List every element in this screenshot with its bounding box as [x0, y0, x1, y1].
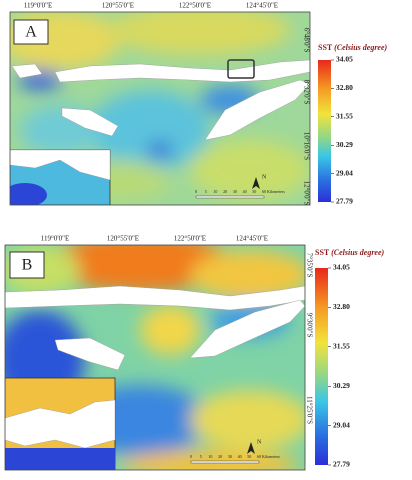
scale-label: 30 — [228, 454, 232, 459]
longitude-label: 124°45'0"E — [236, 235, 268, 243]
scale-label: 20 — [223, 189, 227, 194]
panel-label-box — [13, 19, 49, 45]
legend-title-main: SST — [315, 248, 330, 257]
north-label: N — [262, 174, 267, 180]
longitude-label: 122°50'0"E — [179, 2, 211, 10]
legend-title-unit: (Celsius degree) — [334, 43, 387, 52]
colorbar-label: 27.79 — [336, 197, 353, 206]
scale-label: 10 — [208, 454, 212, 459]
colorbar-label: 32.80 — [336, 83, 353, 92]
frame — [9, 11, 311, 206]
latitude-label: 9°30'0"S — [305, 313, 313, 338]
longitude-label: 120°55'0"E — [107, 235, 139, 243]
north-arrow — [252, 177, 260, 189]
scale-bar — [195, 195, 265, 199]
panel-label: A — [25, 24, 37, 41]
panel-label-box — [9, 251, 45, 279]
scale-label: 0 — [190, 454, 192, 459]
scale-label: 5 — [205, 189, 207, 194]
colorbar-label: 27.79 — [333, 460, 350, 469]
latitude-label: 10°16'0"S — [302, 132, 310, 160]
colorbar-label: 31.55 — [336, 111, 353, 120]
legend-title: SST (Celsius degree) — [318, 43, 388, 52]
map-b — [5, 245, 305, 470]
scale-unit: Kilometers — [267, 189, 285, 194]
latitude-label: 7°35'0"S — [305, 253, 313, 278]
colorbar — [315, 268, 328, 465]
scale-label: 20 — [218, 454, 222, 459]
scale-label: 0 — [195, 189, 197, 194]
latitude-label: 8°32'0"S — [302, 80, 310, 105]
scale-label: 40 — [238, 454, 242, 459]
scale-label: 40 — [243, 189, 247, 194]
legend-title-unit: (Celsius degree) — [331, 248, 384, 257]
north-arrow — [247, 442, 255, 454]
latitude-label: 11°25'0"S — [305, 396, 313, 424]
scale-label: 50 — [252, 189, 256, 194]
latitude-label: 12°0'0"S — [302, 181, 310, 206]
scale-label: 5 — [200, 454, 202, 459]
longitude-label: 122°50'0"E — [174, 235, 206, 243]
frame — [4, 244, 306, 471]
map-a — [10, 12, 310, 205]
colorbar-label: 34.05 — [336, 55, 353, 64]
colorbar-label: 31.55 — [333, 341, 350, 350]
legend-title-main: SST — [318, 43, 333, 52]
longitude-label: 119°0'0"E — [24, 2, 52, 10]
latitude-label: 6°48'0"S — [302, 28, 310, 53]
colorbar — [318, 60, 331, 202]
colorbar-label: 34.05 — [333, 263, 350, 272]
longitude-label: 119°0'0"E — [41, 235, 69, 243]
scale-unit: Kilometers — [262, 454, 280, 459]
scale-label: 50 — [247, 454, 251, 459]
scale-label: 60 — [257, 454, 261, 459]
longitude-label: 120°55'0"E — [102, 2, 134, 10]
panel-label: B — [22, 257, 33, 274]
colorbar-label: 30.29 — [333, 381, 350, 390]
longitude-label: 124°45'0"E — [246, 2, 278, 10]
scale-label: 10 — [213, 189, 217, 194]
colorbar-label: 30.29 — [336, 140, 353, 149]
colorbar-label: 32.80 — [333, 302, 350, 311]
colorbar-label: 29.04 — [333, 420, 350, 429]
legend-title: SST (Celsius degree) — [315, 248, 385, 257]
north-label: N — [257, 439, 262, 445]
colorbar-label: 29.04 — [336, 168, 353, 177]
scale-label: 60 — [262, 189, 266, 194]
scale-bar — [190, 460, 260, 464]
scale-label: 30 — [233, 189, 237, 194]
